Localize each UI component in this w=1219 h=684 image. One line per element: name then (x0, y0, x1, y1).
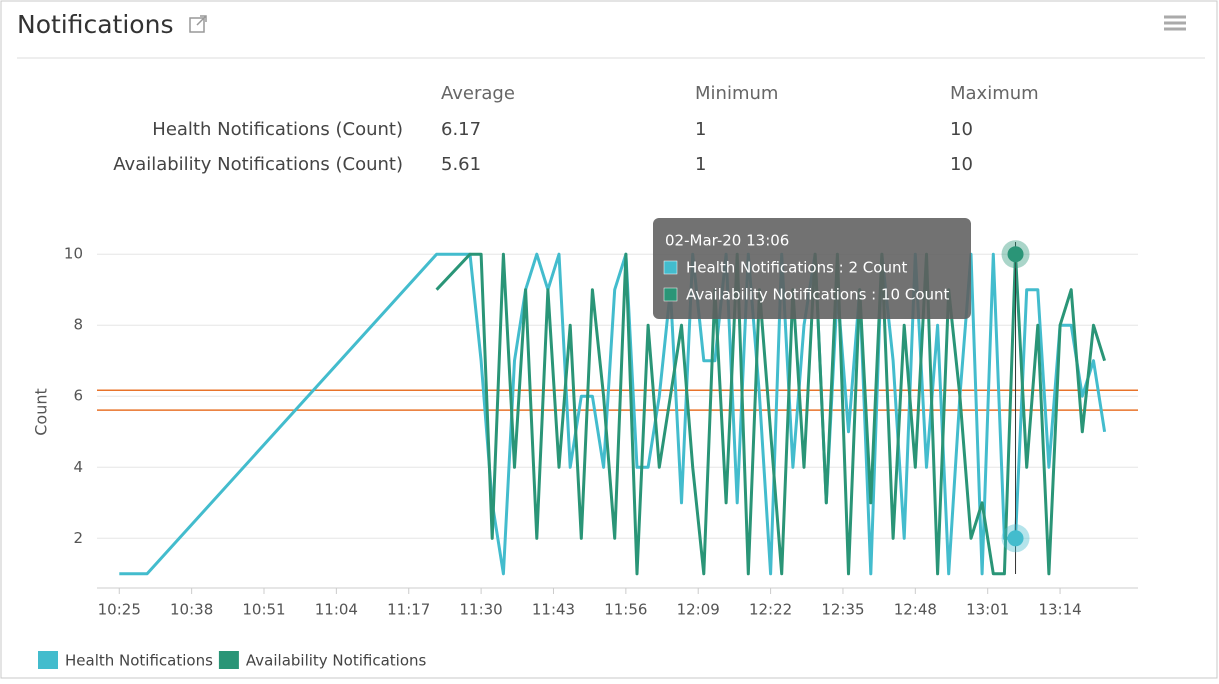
menu-icon[interactable] (1164, 15, 1186, 31)
popout-icon[interactable] (189, 15, 207, 33)
stat-value: 1 (695, 154, 706, 175)
x-tick-label: 12:48 (894, 601, 937, 619)
x-tick-label: 13:14 (1038, 601, 1081, 619)
legend-swatch (38, 651, 58, 669)
x-tick-label: 11:17 (387, 601, 430, 619)
y-tick-label: 8 (73, 316, 83, 334)
tooltip-item: Availability Notifications : 10 Count (686, 286, 950, 304)
y-tick-label: 10 (64, 245, 83, 263)
stat-value: 6.17 (441, 119, 481, 140)
x-tick-label: 11:43 (532, 601, 575, 619)
series-line (435, 252, 1107, 576)
column-header: Maximum (950, 83, 1039, 104)
y-tick-label: 2 (73, 529, 83, 547)
plot: 2 4 6 8 10 10:25 10:38 10:51 11:04 11:17 11:30 11:4… (32, 218, 1138, 670)
stats-table: Average Minimum Maximum Health Notification… (113, 83, 1038, 175)
x-tick-label: 10:25 (98, 601, 141, 619)
hover-point (1007, 530, 1024, 547)
x-tick-label: 12:35 (821, 601, 864, 619)
column-header: Minimum (695, 83, 778, 104)
stat-value: 5.61 (441, 154, 481, 175)
tooltip-swatch (663, 287, 678, 302)
x-tick-label: 11:56 (604, 601, 647, 619)
y-tick-label: 4 (73, 458, 83, 476)
x-tick-label: 10:38 (170, 601, 213, 619)
widget-title: Notifications (17, 10, 173, 39)
y-axis-label: Count (32, 388, 51, 436)
x-tick-label: 13:01 (966, 601, 1009, 619)
legend-label: Availability Notifications (246, 652, 427, 670)
x-tick-label: 10:51 (242, 601, 285, 619)
legend-swatch (218, 651, 239, 669)
x-tick-label: 12:22 (749, 601, 792, 619)
tooltip-item: Health Notifications : 2 Count (686, 259, 907, 277)
x-tick-label: 11:04 (315, 601, 358, 619)
hover-point (1007, 246, 1024, 263)
tooltip-title: 02-Mar-20 13:06 (665, 232, 789, 250)
tooltip-box (653, 218, 971, 319)
tooltip: 02-Mar-20 13:06 Health Notifications : 2 … (653, 218, 971, 319)
legend-label: Health Notifications (65, 652, 213, 670)
stat-value: 10 (950, 119, 973, 140)
tooltip-swatch (663, 260, 678, 275)
x-tick-label: 12:09 (677, 601, 720, 619)
stat-value: 1 (695, 119, 706, 140)
y-tick-label: 6 (73, 387, 83, 405)
column-header: Average (441, 83, 515, 104)
stat-value: 10 (950, 154, 973, 175)
row-label: Health Notifications (Count) (152, 119, 403, 140)
x-tick-label: 11:30 (459, 601, 502, 619)
row-label: Availability Notifications (Count) (113, 154, 403, 175)
